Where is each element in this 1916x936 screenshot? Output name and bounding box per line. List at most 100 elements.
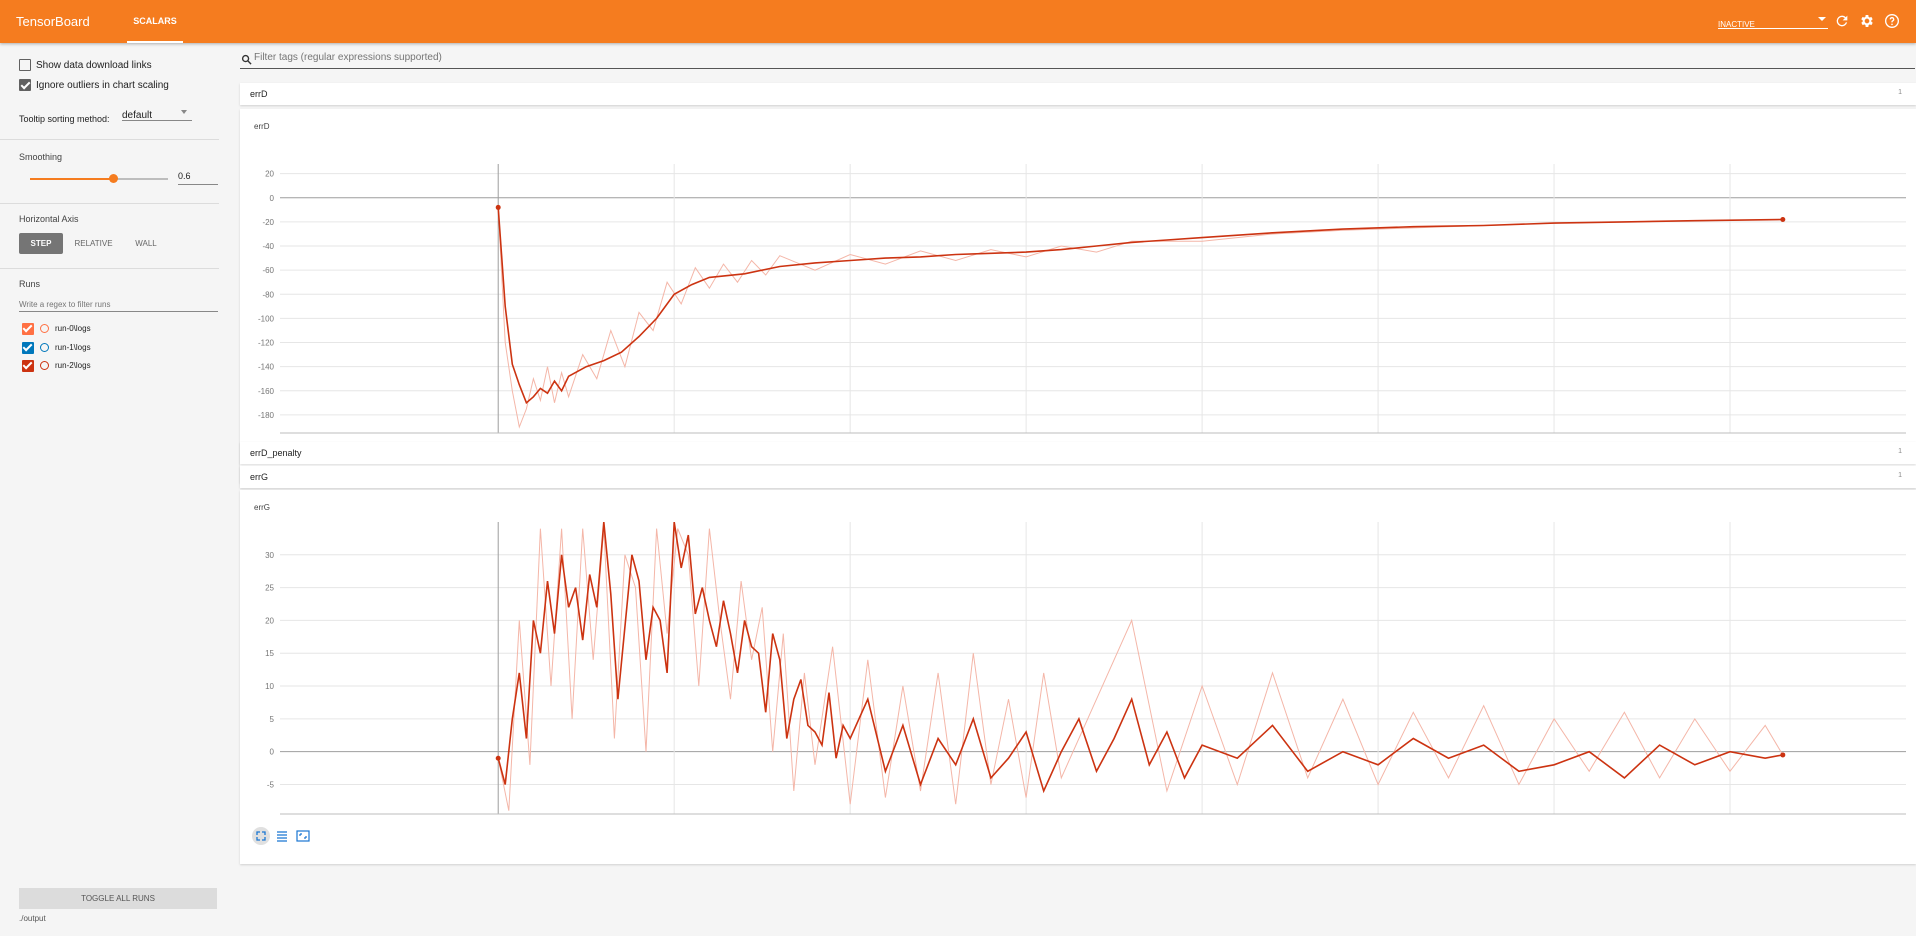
show-download-links-checkbox[interactable] [19, 59, 31, 71]
divider [0, 139, 219, 140]
category-count: 1 [1898, 448, 1902, 455]
tooltip-sort-label: Tooltip sorting method: [19, 114, 110, 124]
x-tick-label: 50 [670, 438, 679, 439]
tag-filter-input[interactable] [254, 52, 1854, 63]
x-tick-label: 100 [843, 819, 857, 820]
list-icon[interactable] [273, 827, 291, 845]
x-tick-label: 300 [1547, 819, 1561, 820]
run-0-checkbox[interactable] [22, 323, 34, 335]
axis-wall-button[interactable]: WALL [135, 239, 157, 248]
errD-chart[interactable]: 200-20-40-60-80-100-120-140-160-18005010… [240, 109, 1916, 439]
smoothing-slider-knob[interactable] [108, 174, 118, 183]
x-tick-label: 250 [1371, 438, 1385, 439]
plugin-status-dropdown[interactable]: INACTIVE [1718, 14, 1828, 29]
series-end-point [1780, 216, 1786, 222]
run-1-checkbox[interactable] [22, 342, 34, 354]
y-tick-label: 0 [270, 748, 275, 757]
series-line-raw [497, 207, 1783, 429]
chart-title: errG [254, 503, 270, 512]
category-header-errD[interactable]: errD 1 [240, 83, 1916, 105]
category-header-errD-penalty[interactable]: errD_penalty 1 [240, 442, 1916, 464]
category-header-errG[interactable]: errG 1 [240, 466, 1916, 488]
tooltip-sort-dropdown[interactable]: default [122, 105, 192, 121]
runs-filter-input[interactable] [19, 297, 218, 312]
chart-controls [252, 827, 322, 847]
refresh-icon[interactable] [1834, 13, 1850, 29]
y-tick-label: 5 [270, 715, 275, 724]
tooltip-sort-row: Tooltip sorting method: [19, 109, 110, 127]
y-tick-label: 25 [265, 584, 274, 593]
expand-icon[interactable] [294, 827, 312, 845]
run-0-label: run-0\logs [55, 324, 91, 333]
dropdown-arrow-icon [181, 110, 187, 114]
axis-relative-button[interactable]: RELATIVE [74, 239, 113, 248]
x-tick-label: 350 [1723, 438, 1737, 439]
category-count: 1 [1898, 89, 1902, 96]
tab-scalars[interactable]: SCALARS [127, 0, 183, 43]
run-1-color-swatch[interactable] [40, 343, 49, 352]
tab-active-underline [127, 41, 183, 43]
search-icon [241, 54, 252, 65]
smoothing-slider[interactable] [30, 174, 168, 183]
y-tick-label: -20 [262, 218, 274, 227]
x-tick-label: 150 [1019, 438, 1033, 439]
tab-scalars-label: SCALARS [133, 16, 177, 26]
y-tick-label: 20 [265, 170, 274, 179]
x-tick-label: 200 [1195, 819, 1209, 820]
run-2-color-swatch[interactable] [40, 361, 49, 370]
x-tick-label: 250 [1371, 819, 1385, 820]
tooltip-sort-value: default [122, 110, 153, 121]
x-tick-label: 150 [1019, 819, 1033, 820]
y-tick-label: -80 [262, 290, 274, 299]
run-2-checkbox[interactable] [22, 360, 34, 372]
y-tick-label: -100 [258, 314, 275, 323]
series-start-point [495, 755, 501, 761]
category-name: errG [250, 472, 268, 482]
log-directory: ./output [19, 914, 46, 923]
y-tick-label: -40 [262, 242, 274, 251]
x-tick-label: 100 [843, 438, 857, 439]
y-tick-label: -120 [258, 339, 275, 348]
show-download-links-label: Show data download links [36, 60, 152, 71]
category-count: 1 [1898, 472, 1902, 479]
category-name: errD_penalty [250, 448, 302, 458]
tag-filter[interactable] [240, 51, 1915, 69]
help-icon[interactable] [1884, 13, 1900, 29]
y-tick-label: -60 [262, 266, 274, 275]
series-line-smoothed [497, 522, 1783, 794]
ignore-outliers-label: Ignore outliers in chart scaling [36, 80, 169, 91]
sidebar: Show data download links Ignore outliers… [0, 43, 230, 936]
x-tick-label: 350 [1723, 819, 1737, 820]
smoothing-input[interactable]: 0.6 [178, 171, 218, 185]
dropdown-arrow-icon [1818, 17, 1826, 21]
x-tick-label: 300 [1547, 438, 1561, 439]
y-tick-label: 20 [265, 616, 274, 625]
y-tick-label: -140 [258, 363, 275, 372]
y-tick-label: 0 [270, 194, 275, 203]
y-tick-label: -180 [258, 411, 275, 420]
run-1-label: run-1\logs [55, 343, 91, 352]
divider [0, 268, 219, 269]
series-line-smoothed [497, 207, 1783, 405]
x-tick-label: 0 [496, 438, 501, 439]
smoothing-heading: Smoothing [19, 152, 63, 162]
axis-step-button[interactable]: STEP [19, 233, 63, 254]
ignore-outliers-checkbox[interactable] [19, 79, 31, 91]
divider [0, 203, 219, 204]
y-tick-label: -5 [267, 780, 275, 789]
runs-heading: Runs [19, 279, 41, 289]
series-end-point [1780, 752, 1786, 758]
gear-icon[interactable] [1859, 13, 1875, 29]
app-title: TensorBoard [16, 14, 90, 29]
toggle-all-runs-button[interactable]: TOGGLE ALL RUNS [19, 888, 217, 909]
main-panel: errD 1 errD 200-20-40-60-80-100-120-140-… [238, 43, 1916, 936]
top-app-bar: TensorBoard SCALARS INACTIVE [0, 0, 1916, 43]
run-2-label: run-2\logs [55, 361, 91, 370]
x-tick-label: 200 [1195, 438, 1209, 439]
x-tick-label: 0 [496, 819, 501, 820]
fit-domain-icon[interactable] [252, 827, 270, 845]
run-0-color-swatch[interactable] [40, 324, 49, 333]
y-tick-label: 15 [265, 649, 274, 658]
